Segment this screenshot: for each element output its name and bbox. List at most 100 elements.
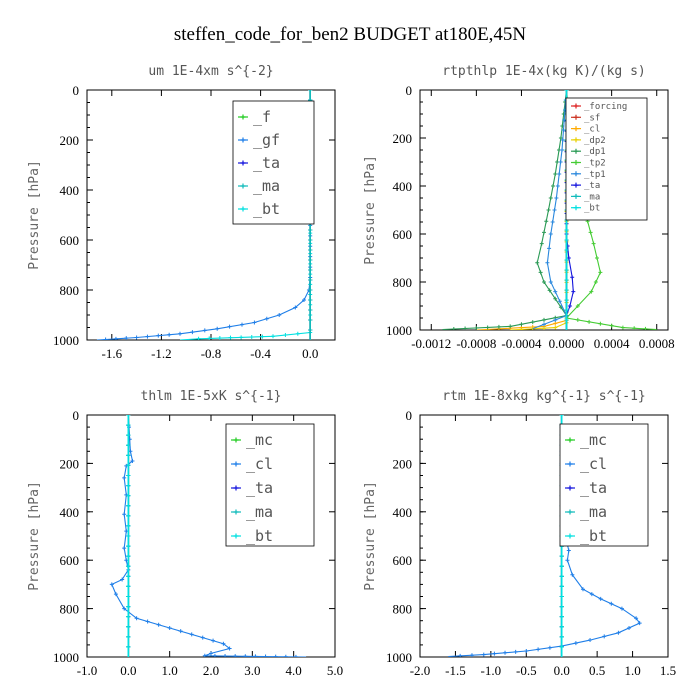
data-point — [122, 475, 127, 480]
data-point — [167, 625, 172, 630]
legend-label: _tp1 — [584, 170, 606, 180]
data-point — [156, 622, 161, 627]
data-point — [555, 160, 560, 164]
data-point — [126, 513, 131, 518]
data-point — [567, 304, 572, 308]
data-point — [122, 512, 127, 517]
data-point — [619, 606, 624, 611]
y-tick-label: 200 — [393, 456, 413, 471]
legend-marker — [240, 206, 246, 212]
x-tick-label: 1.0 — [162, 663, 178, 678]
x-tick-label: 3.0 — [244, 663, 260, 678]
data-point — [546, 208, 551, 212]
data-point — [542, 280, 546, 284]
data-point — [591, 241, 596, 246]
data-point — [126, 493, 131, 498]
y-tick-label: 800 — [393, 602, 413, 617]
data-point — [637, 621, 642, 626]
legend-marker — [573, 103, 579, 109]
data-point — [126, 473, 131, 478]
data-point — [555, 184, 560, 188]
data-point — [559, 564, 564, 569]
data-point — [126, 433, 131, 438]
data-point — [542, 230, 546, 235]
y-axis-label: Pressure [hPa] — [27, 160, 42, 270]
data-point — [519, 322, 524, 327]
legend-marker — [573, 160, 579, 165]
panel-title: rtpthlp 1E-4x(kg K)/(kg s) — [442, 64, 646, 79]
data-point — [126, 415, 131, 417]
data-point — [609, 323, 614, 328]
panel-title: rtm 1E-8xkg kg^{-1} s^{-1} — [442, 389, 646, 404]
x-tick-label: -1.5 — [445, 663, 466, 678]
data-point — [503, 650, 508, 655]
data-point — [560, 138, 565, 142]
legend-marker — [573, 137, 579, 143]
data-point — [553, 321, 558, 326]
legend-marker — [573, 171, 579, 177]
y-tick-label: 400 — [393, 179, 413, 194]
legend-label: _cl — [246, 455, 273, 473]
data-point — [308, 278, 313, 282]
data-point — [126, 463, 131, 468]
y-tick-label: 600 — [60, 553, 80, 568]
data-point — [557, 172, 562, 176]
data-point — [223, 654, 228, 657]
data-point — [548, 196, 553, 200]
x-tick-label: 5.0 — [327, 663, 343, 678]
data-point — [189, 632, 194, 637]
data-point — [558, 160, 563, 164]
legend-marker — [573, 126, 579, 132]
data-point — [156, 333, 161, 338]
data-point — [566, 256, 571, 260]
data-point — [589, 289, 594, 294]
data-point — [293, 654, 298, 657]
legend-marker — [567, 437, 573, 443]
series-markers-dp1 — [451, 90, 569, 330]
data-point — [103, 337, 108, 340]
data-point — [463, 326, 468, 330]
y-axis-label: Pressure [hPa] — [363, 155, 378, 265]
data-point — [594, 256, 599, 260]
data-point — [283, 654, 288, 657]
legend-marker — [567, 533, 573, 539]
data-point — [564, 228, 569, 232]
x-tick-label: -2.0 — [410, 663, 431, 678]
series-markers-bt — [126, 415, 131, 649]
legend-label: _cl — [580, 455, 607, 473]
data-point — [126, 544, 131, 549]
legend-marker — [573, 205, 579, 211]
legend: _f _gf _ta _ma _bt — [232, 100, 315, 225]
data-point — [126, 624, 131, 629]
x-tick-label: 4.0 — [286, 663, 302, 678]
data-point — [451, 327, 456, 330]
data-point — [308, 268, 313, 272]
y-tick-label: 400 — [60, 505, 80, 520]
legend-label: _bt — [246, 527, 273, 545]
data-point — [508, 324, 513, 329]
data-point — [564, 298, 569, 302]
x-tick-label: 0.0 — [554, 663, 570, 678]
legend-label: _ma — [584, 192, 600, 202]
data-point — [126, 503, 131, 508]
data-point — [570, 572, 575, 577]
data-point — [536, 647, 541, 652]
data-point — [492, 651, 497, 656]
data-point — [559, 624, 564, 629]
data-point — [548, 280, 553, 284]
legend-marker — [573, 182, 579, 188]
series-line-dp2 — [510, 90, 568, 330]
x-tick-label: 0.0000 — [549, 336, 585, 351]
data-point — [113, 336, 118, 340]
data-point — [552, 208, 557, 212]
data-point — [559, 614, 564, 619]
y-tick-label: 400 — [60, 183, 80, 198]
data-point — [249, 334, 254, 339]
data-point — [548, 232, 553, 236]
legend-label: _dp2 — [584, 136, 606, 146]
data-point — [126, 534, 131, 538]
data-point — [113, 592, 118, 597]
data-point — [544, 219, 549, 224]
data-point — [134, 616, 139, 621]
data-point — [126, 564, 131, 569]
